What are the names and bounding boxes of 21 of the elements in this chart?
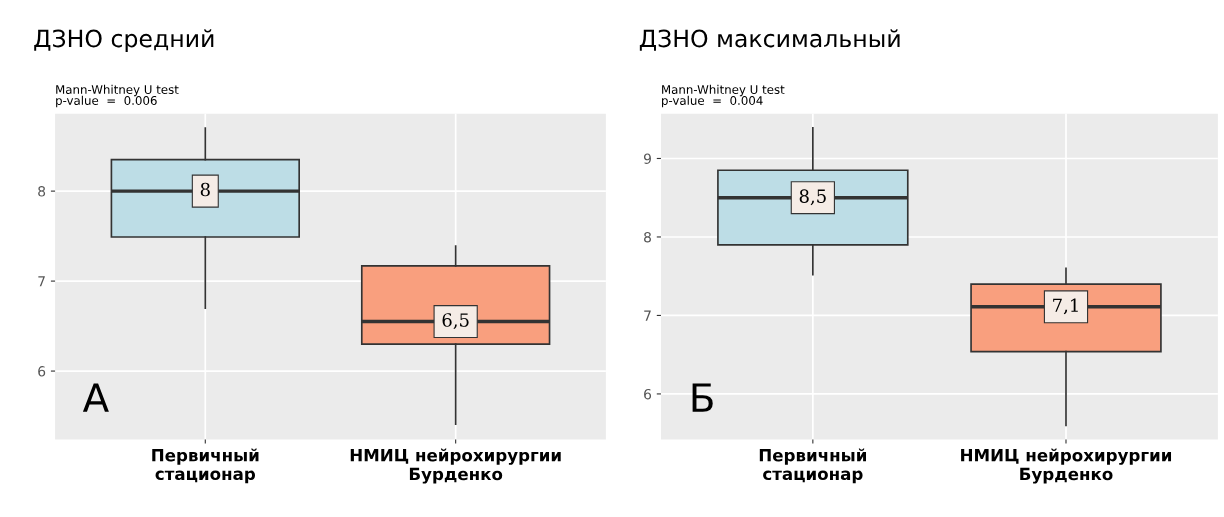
annotation: 6,5 [442, 313, 469, 330]
annotation: А [82, 383, 109, 412]
chart-title: ДЗНО средний [34, 29, 214, 52]
y-tick-label: 7 [38, 276, 45, 287]
x-tick-label: Первичный стационар [759, 448, 867, 484]
y-tick-label: 9 [643, 153, 651, 164]
x-tick-label: Первичный стационар [152, 448, 259, 484]
text: Mann-Whitney U test p-value = 0.006 [56, 84, 179, 108]
text: Mann-Whitney U test p-value = 0.004 [662, 84, 785, 108]
annotation: 8 [200, 182, 210, 197]
y-tick-label: 8 [38, 186, 46, 197]
x-tick-label: НМИЦ нейрохирургии Бурденко [961, 448, 1172, 484]
annotation: Б [692, 383, 713, 412]
y-tick-label: 8 [644, 231, 651, 243]
y-tick-label: 6 [38, 366, 46, 377]
y-tick-label: 7 [644, 310, 651, 321]
y-tick-label: 6 [644, 388, 652, 400]
annotation: 8,5 [799, 189, 826, 206]
annotation: 7,1 [1053, 298, 1078, 315]
chart-title: ДЗНО максимальный [639, 29, 900, 51]
x-tick-label: НМИЦ нейрохирургии Бурденко [350, 448, 561, 484]
